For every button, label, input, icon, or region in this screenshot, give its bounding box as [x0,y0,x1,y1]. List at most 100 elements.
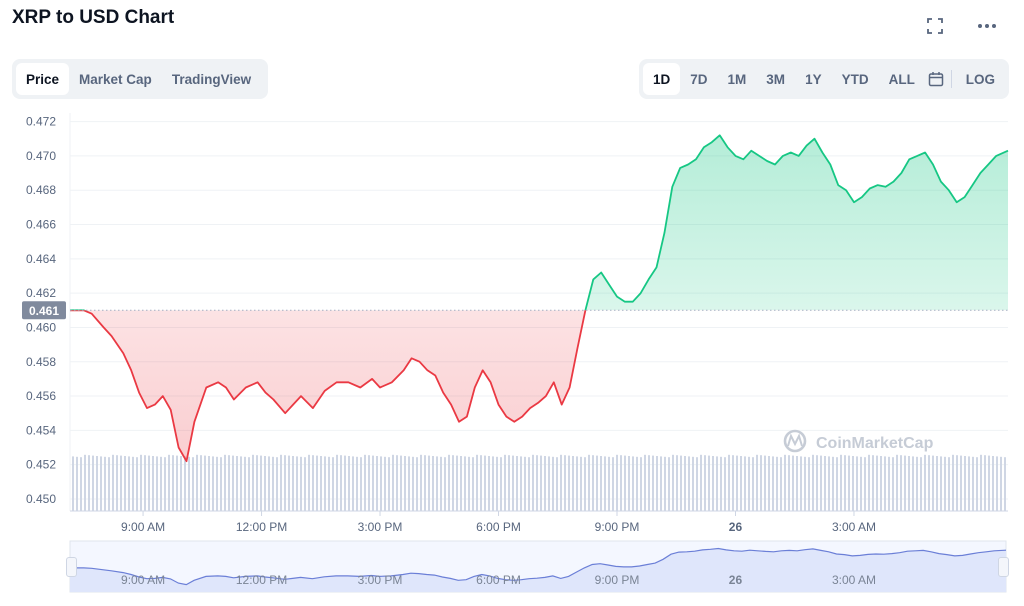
price-line [70,134,1009,463]
range-1m[interactable]: 1M [727,71,747,87]
volume-bar [196,454,198,511]
price-area-up [70,135,1008,311]
volume-bar [548,456,550,511]
navigator-area [70,548,1006,592]
tab-price[interactable]: Price [16,63,70,95]
range-ytd[interactable]: YTD [841,71,869,87]
log-toggle[interactable]: LOG [965,71,995,87]
volume-bar [600,456,602,511]
volume-bar [644,454,646,511]
volume-bar [448,454,450,511]
volume-bar [616,454,618,511]
volume-bar [84,454,86,511]
volume-bar [748,456,750,511]
volume-bar [780,457,782,511]
volume-bar [360,457,362,511]
volume-bar [536,455,538,511]
volume-bar [816,455,818,511]
volume-bar [768,456,770,511]
volume-bar [256,455,258,511]
volume-bar [216,456,218,511]
volume-bar [696,457,698,511]
volume-bar [960,455,962,511]
volume-bar [620,455,622,511]
volume-bar [612,457,614,511]
volume-bar [924,454,926,511]
y-tick-label: 0.472 [26,115,56,129]
volume-bar [572,456,574,511]
volume-bar [124,456,126,511]
range-7d[interactable]: 7D [690,71,708,87]
navigator-left-handle[interactable] [66,557,77,577]
volume-bar [824,456,826,511]
coinmarketcap-logo: CoinMarketCap [783,429,934,453]
volume-bar [272,456,274,511]
volume-bar [688,456,690,511]
volume-bar [164,457,166,511]
volume-bar [692,456,694,511]
y-axis: 0.472 0.470 0.468 0.466 0.464 0.462 0.460 0.458… [26,115,56,506]
volume-bar [848,455,850,511]
volume-bar [664,456,666,511]
volume-bar [388,457,390,511]
volume-bar [764,455,766,511]
volume-bar [316,455,318,511]
volume-bar [828,456,830,511]
volume-bar [972,456,974,511]
navigator-right-handle[interactable] [998,557,1009,577]
volume-bar [228,455,230,511]
volume-bar [232,455,234,511]
volume-bar [632,456,634,511]
price-line-up [70,134,1009,311]
more-icon[interactable] [975,14,999,38]
volume-bar [552,456,554,511]
volume-bar [944,456,946,511]
navigator-tick-label: 3:00 AM [832,573,876,587]
volume-bar [680,455,682,511]
range-divider [951,70,952,88]
volume-bar [96,456,98,511]
volume-bar [392,454,394,511]
range-1d[interactable]: 1D [643,63,681,95]
range-1y[interactable]: 1Y [805,71,822,87]
y-tick-label: 0.470 [26,149,56,163]
volume-bar [868,454,870,511]
volume-bar [716,456,718,511]
volume-bar [792,455,794,511]
volume-bar [240,456,242,511]
volume-bar [288,455,290,511]
volume-bar [896,454,898,511]
volume-bar [172,455,174,511]
volume-bar [940,456,942,511]
calendar-icon[interactable] [925,63,947,95]
volume-bar [412,456,414,511]
price-line-down [70,310,587,463]
x-tick-label: 12:00 PM [236,520,287,534]
volume-bar [920,457,922,511]
tab-market-cap[interactable]: Market Cap [79,71,152,87]
volume-bar [244,456,246,511]
volume-bar [728,454,730,511]
volume-bar [744,456,746,511]
volume-bars [72,454,1006,511]
reference-label-bg [22,301,66,320]
volume-bar [72,456,74,511]
fullscreen-icon[interactable] [923,14,947,38]
volume-bar [812,454,814,511]
volume-bar [120,455,122,511]
range-all[interactable]: ALL [888,71,915,87]
volume-bar [92,455,94,511]
tab-tradingview[interactable]: TradingView [171,71,252,87]
volume-bar [484,455,486,511]
range-3m[interactable]: 3M [766,71,786,87]
volume-bar [208,456,210,511]
navigator-tick-label: 26 [729,573,743,587]
volume-bar [528,457,530,511]
volume-bar [180,456,182,511]
volume-bar [992,456,994,511]
volume-bar [840,454,842,511]
volume-bar [432,456,434,511]
volume-bar [456,455,458,511]
page-title: XRP to USD Chart [12,7,175,28]
x-tick-label: 9:00 AM [121,520,165,534]
